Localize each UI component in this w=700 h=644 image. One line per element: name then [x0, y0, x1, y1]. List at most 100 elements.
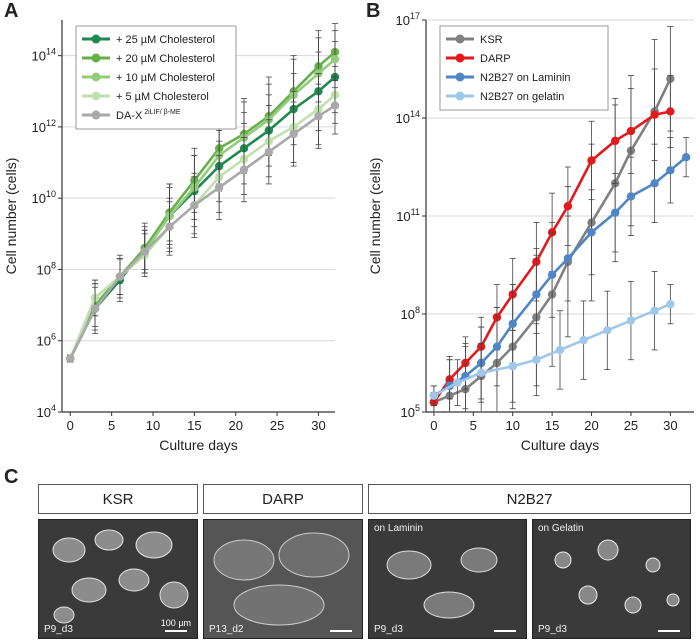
micrograph-darp-label: P13_d2: [209, 624, 244, 635]
chart-b-legend-label: KSR: [480, 34, 503, 46]
chart-b-series-3-point: [476, 368, 486, 377]
chart-b-series-3-point: [508, 362, 517, 371]
micrograph-ksr-label: P9_d3: [44, 624, 73, 635]
chart-b-ytick-label: 108: [401, 305, 420, 322]
chart-b-legend-label: DARP: [480, 53, 511, 65]
chart-b-series-2-point: [666, 166, 675, 175]
chart-a-ytick-label: 1014: [32, 47, 56, 64]
chart-a-legend-marker: [91, 110, 101, 120]
chart-a-legend-marker: [91, 72, 101, 82]
chart-b-series-1-point: [610, 136, 620, 146]
scale-bar: [494, 630, 516, 632]
chart-b-series-3-point: [555, 345, 565, 355]
chart-b-series-2-point: [492, 342, 502, 351]
chart-a-ytick-label: 108: [37, 260, 56, 277]
chart-a-series-4-point: [190, 201, 199, 210]
chart-a-xtick-label: 30: [311, 418, 325, 433]
micrograph-ksr: P9_d3 100 µm: [38, 519, 198, 639]
chart-b-series-2-point: [681, 153, 691, 162]
micrograph-laminin-sublabel: on Laminin: [374, 523, 423, 534]
chart-b-xtick-label: 15: [545, 418, 559, 433]
chart-a-xlabel: Culture days: [159, 437, 238, 453]
chart-b-series-1-point: [666, 107, 675, 116]
chart-b-series-2-point: [532, 290, 541, 299]
chart-a-legend-marker: [91, 53, 101, 63]
chart-b-series-2-point: [650, 179, 659, 188]
chart-a-legend-label: + 25 µM Cholesterol: [116, 34, 215, 46]
chart-a-legend-label: + 20 µM Cholesterol: [116, 53, 215, 65]
chart-b-series-2-point: [587, 228, 596, 237]
chart-b-series-3-point: [579, 335, 588, 345]
chart-a-legend-marker: [91, 34, 101, 44]
micrograph-gelatin-label: P9_d3: [538, 624, 567, 635]
chart-b-series-3-point: [453, 378, 462, 387]
chart-b-series-2-point: [563, 254, 573, 263]
chart-b-xtick-label: 30: [663, 418, 677, 433]
chart-b-legend-marker: [455, 34, 465, 44]
chart-b-ylabel: Cell number (cells): [367, 158, 383, 275]
chart-a-series-4-point: [214, 183, 224, 192]
chart-b-legend-marker: [455, 72, 465, 82]
micrograph-gelatin: on Gelatin P9_d3: [532, 519, 691, 639]
panel-letter-b: B: [366, 0, 381, 22]
chart-a-series-4-point: [264, 147, 274, 157]
header-darp: DARP: [203, 484, 363, 514]
chart-b-xtick-label: 10: [505, 418, 519, 433]
chart-b-legend-marker: [455, 53, 465, 63]
chart-b-xtick-label: 0: [430, 418, 437, 433]
chart-b-legend-marker: [455, 91, 465, 101]
chart-b-ytick-label: 105: [401, 403, 420, 420]
micrograph-laminin-label: P9_d3: [374, 624, 403, 635]
chart-b-series-1-point: [650, 110, 659, 119]
scale-bar: [330, 630, 352, 632]
micrograph-laminin: on Laminin P9_d3: [368, 519, 527, 639]
charts-canvas: 104 106 108 1010 1012 1014 0 5 10 15 20 25 30 Culture…: [3, 11, 694, 453]
chart-b-ytick-label: 1017: [396, 11, 420, 28]
chart-a-xtick-label: 10: [146, 418, 160, 433]
chart-b-series-2-point: [508, 319, 517, 328]
chart-a-ytick-label: 1012: [32, 118, 56, 135]
chart-a-series-4-point: [165, 222, 174, 231]
micrograph-laminin-image: [386, 547, 498, 619]
chart-a-series-4-point: [330, 101, 340, 110]
chart-a-series-4-point: [314, 112, 323, 121]
chart-b-series-2-point: [547, 270, 557, 279]
chart-a-series-4-point: [289, 129, 298, 139]
scale-bar-label: 100 µm: [160, 618, 191, 628]
chart-a-ytick-label: 104: [37, 403, 56, 420]
chart-a-ylabel: Cell number (cells): [3, 158, 19, 275]
chart-b-series-3-point: [666, 300, 675, 309]
micrograph-gelatin-sublabel: on Gelatin: [538, 523, 584, 534]
chart-a-series-4-point: [140, 247, 149, 256]
chart-b-series-3-point: [650, 306, 659, 315]
panel-letter-c: C: [4, 466, 19, 488]
chart-b-xtick-label: 5: [470, 418, 477, 433]
chart-b-xlabel: Culture days: [521, 437, 600, 453]
chart-b-series-2-point: [626, 192, 636, 201]
micrograph-darp: P13_d2: [203, 519, 363, 639]
chart-b-ytick-label: 1014: [396, 109, 420, 126]
chart-b-legend-label: N2B27 on gelatin: [480, 91, 564, 103]
chart-b-xtick-label: 25: [624, 418, 638, 433]
chart-b-ytick-label: 1011: [396, 207, 420, 224]
chart-b-series-3-point: [532, 355, 541, 364]
chart-a-series-4-point: [239, 165, 249, 174]
chart-a-xtick-label: 5: [108, 418, 115, 433]
header-ksr: KSR: [38, 484, 198, 514]
chart-a-legend-marker: [91, 91, 101, 101]
chart-a-series-4-point: [90, 304, 100, 313]
chart-b-series-1-point: [563, 202, 573, 211]
scale-bar: [165, 630, 187, 632]
chart-b-series-3-point: [429, 391, 439, 400]
micrograph-ksr-image: [52, 529, 189, 624]
chart-a-series-4-point: [66, 354, 75, 363]
chart-a-series-0-line: [69, 76, 336, 360]
micrograph-gelatin-image: [554, 539, 680, 614]
chart-a-ytick-label: 1010: [32, 189, 56, 206]
panel-letter-a: A: [4, 0, 19, 22]
chart-a-series-4-line: [69, 104, 336, 360]
chart-a-xtick-label: 15: [187, 418, 201, 433]
chart-b-series-1-point: [587, 156, 596, 165]
chart-b-series-1-point: [626, 126, 636, 136]
chart-a-legend-label: + 5 µM Cholesterol: [116, 91, 209, 103]
